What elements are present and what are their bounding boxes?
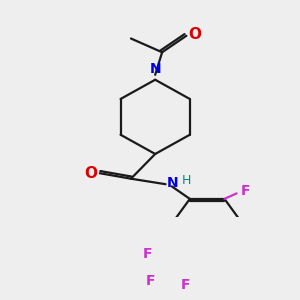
Text: O: O (84, 166, 97, 181)
Text: F: F (146, 274, 155, 288)
Text: N: N (167, 176, 178, 190)
Text: O: O (188, 27, 202, 42)
Text: F: F (181, 278, 190, 292)
Text: N: N (149, 62, 161, 76)
Text: F: F (241, 184, 250, 198)
Text: F: F (142, 247, 152, 261)
Text: H: H (182, 174, 192, 188)
